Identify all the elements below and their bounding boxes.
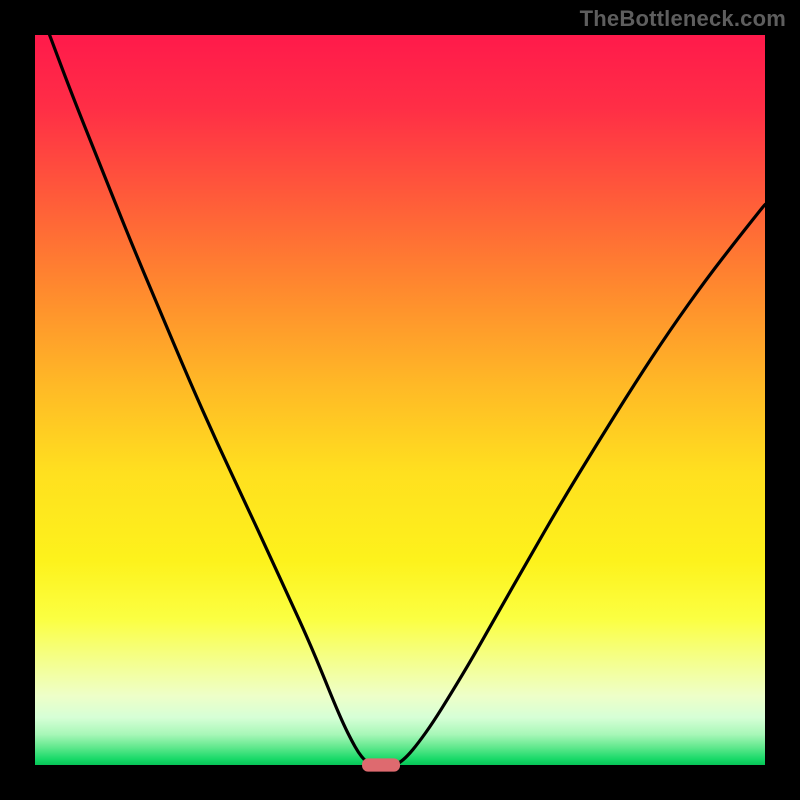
chart-stage: TheBottleneck.com [0,0,800,800]
min-marker-bar [362,758,400,771]
plot-area [35,35,765,765]
chart-svg [0,0,800,800]
watermark-text: TheBottleneck.com [580,6,786,32]
